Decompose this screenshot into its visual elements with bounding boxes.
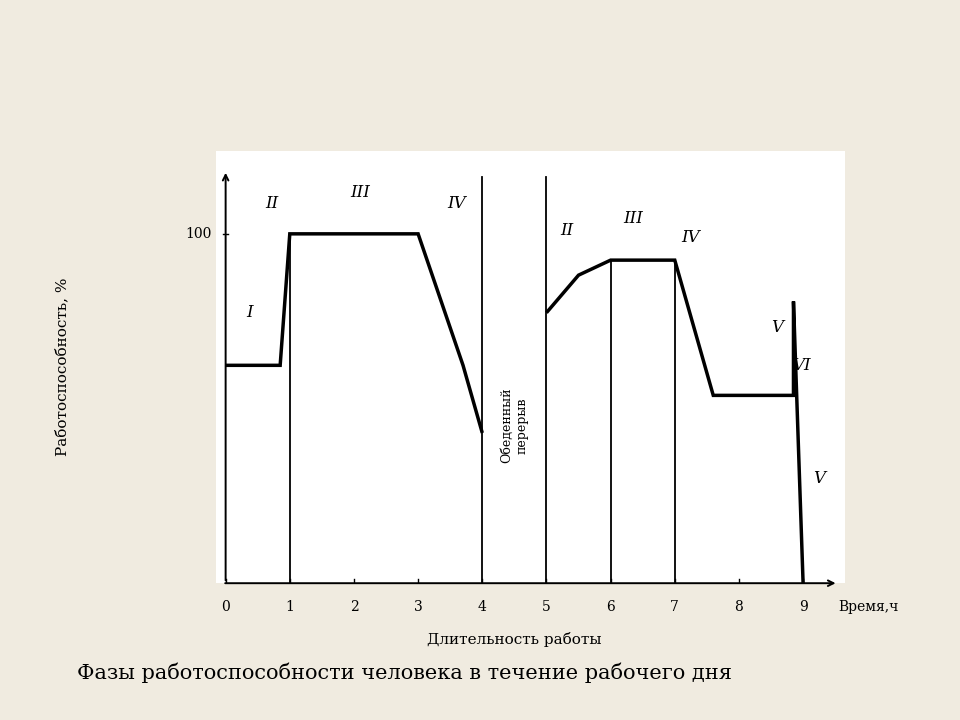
Text: Работоспособность, %: Работоспособность, % bbox=[56, 278, 69, 456]
Text: 6: 6 bbox=[606, 600, 615, 614]
Text: 1: 1 bbox=[285, 600, 294, 614]
Text: Время,ч: Время,ч bbox=[838, 600, 899, 614]
Text: II: II bbox=[561, 222, 573, 238]
Text: VI: VI bbox=[792, 357, 810, 374]
Text: 4: 4 bbox=[478, 600, 487, 614]
Text: 2: 2 bbox=[349, 600, 358, 614]
Text: 0: 0 bbox=[221, 600, 230, 614]
Text: 9: 9 bbox=[799, 600, 807, 614]
Text: I: I bbox=[247, 305, 253, 321]
Text: Длительность работы: Длительность работы bbox=[427, 632, 602, 647]
Text: IV: IV bbox=[682, 229, 700, 246]
Text: III: III bbox=[350, 184, 371, 201]
Text: 100: 100 bbox=[185, 227, 211, 241]
Text: V: V bbox=[813, 469, 826, 487]
Text: 7: 7 bbox=[670, 600, 680, 614]
Text: Фазы работоспособности человека в течение рабочего дня: Фазы работоспособности человека в течени… bbox=[77, 663, 732, 683]
Text: 8: 8 bbox=[734, 600, 743, 614]
Text: II: II bbox=[265, 195, 278, 212]
Text: III: III bbox=[623, 210, 643, 228]
Text: 5: 5 bbox=[542, 600, 551, 614]
Text: Обеденный
перерыв: Обеденный перерыв bbox=[500, 387, 528, 463]
Text: 3: 3 bbox=[414, 600, 422, 614]
Text: IV: IV bbox=[447, 195, 466, 212]
Text: V: V bbox=[772, 319, 783, 336]
